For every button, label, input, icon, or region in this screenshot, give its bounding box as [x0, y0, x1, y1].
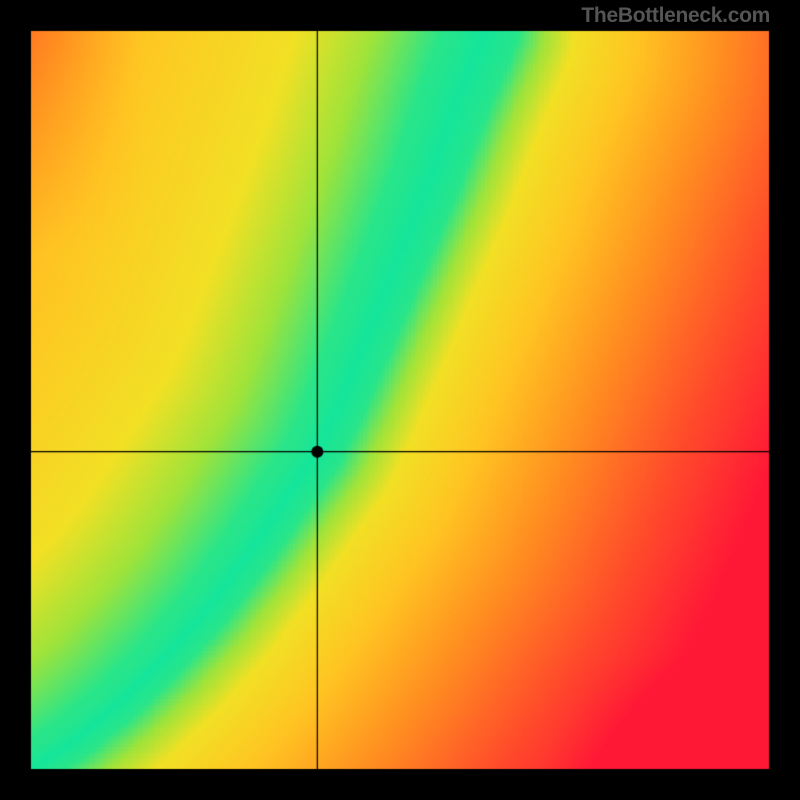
heatmap-canvas: [0, 0, 800, 800]
watermark-text: TheBottleneck.com: [581, 4, 770, 28]
chart-root: TheBottleneck.com: [0, 0, 800, 800]
